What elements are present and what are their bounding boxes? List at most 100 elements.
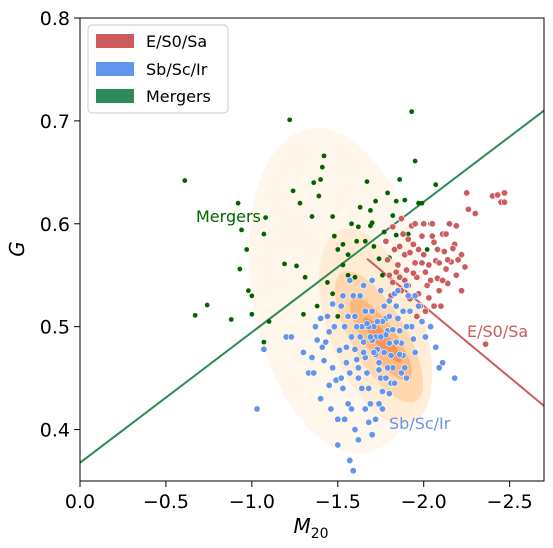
point-mergers-43 <box>385 190 391 196</box>
point-sb-sc-ir-31 <box>356 292 364 300</box>
y-tick-label-0: 0.4 <box>40 420 70 442</box>
point-sb-sc-ir-104 <box>348 405 356 413</box>
point-mergers-44 <box>390 213 396 218</box>
point-e-s-sa-47 <box>500 189 508 197</box>
x-tick-label-2: −1.0 <box>229 491 275 513</box>
scatter-points <box>182 109 508 475</box>
x-tick-label-3: −1.5 <box>315 491 361 513</box>
point-sb-sc-ir-108 <box>327 405 335 413</box>
point-sb-sc-ir-105 <box>351 426 359 434</box>
point-mergers-16 <box>287 117 293 123</box>
point-sb-sc-ir-129 <box>390 379 398 387</box>
point-e-s-sa-38 <box>458 287 466 295</box>
point-e-s-sa-69 <box>420 220 428 228</box>
point-mergers-12 <box>263 215 268 221</box>
point-e-s-sa-59 <box>409 269 417 277</box>
point-e-s-sa-7 <box>399 230 407 238</box>
point-sb-sc-ir-88 <box>366 333 374 341</box>
point-e-s-sa-55 <box>442 230 450 238</box>
point-mergers-6 <box>239 227 244 233</box>
point-sb-sc-ir-33 <box>360 338 368 346</box>
point-mergers-49 <box>412 158 418 164</box>
point-e-s-sa-49 <box>389 223 397 231</box>
point-sb-sc-ir-14 <box>325 381 333 389</box>
point-e-s-sa-4 <box>394 261 402 269</box>
point-e-s-sa-24 <box>430 238 438 246</box>
x-axis-label-main: M <box>293 514 310 538</box>
point-e-s-sa-48 <box>500 198 508 206</box>
point-sb-sc-ir-27 <box>349 467 357 475</box>
point-sb-sc-ir-9 <box>317 395 325 403</box>
point-sb-sc-ir-35 <box>363 369 371 377</box>
point-sb-sc-ir-7 <box>313 336 321 344</box>
point-e-s-sa-2 <box>389 278 397 286</box>
point-sb-sc-ir-128 <box>385 390 393 398</box>
point-sb-sc-ir-69 <box>435 364 443 372</box>
point-e-s-sa-75 <box>411 220 419 228</box>
point-e-s-sa-57 <box>392 268 400 276</box>
point-mergers-66 <box>393 198 399 204</box>
point-sb-sc-ir-90 <box>373 318 381 326</box>
point-sb-sc-ir-59 <box>404 292 412 300</box>
point-e-s-sa-52 <box>415 246 423 254</box>
point-sb-sc-ir-123 <box>308 354 316 362</box>
point-mergers-39 <box>376 256 382 262</box>
legend-label-early: E/S0/Sa <box>146 32 207 51</box>
point-sb-sc-ir-85 <box>356 333 364 341</box>
region-label-late: Sb/Sc/Ir <box>389 414 451 433</box>
point-mergers-26 <box>294 263 299 269</box>
point-mergers-9 <box>249 293 255 299</box>
point-sb-sc-ir-36 <box>365 384 373 392</box>
point-mergers-54 <box>381 229 387 235</box>
point-sb-sc-ir-113 <box>344 312 352 320</box>
point-mergers-41 <box>364 179 370 184</box>
point-sb-sc-ir-117 <box>377 287 385 295</box>
point-mergers-24 <box>321 153 327 159</box>
point-sb-sc-ir-66 <box>421 333 429 341</box>
legend: E/S0/Sa Sb/Sc/Ir Mergers <box>87 24 229 114</box>
point-mergers-30 <box>335 247 341 252</box>
point-e-s-sa-3 <box>390 246 398 254</box>
point-mergers-36 <box>368 208 373 213</box>
point-sb-sc-ir-72 <box>361 307 369 315</box>
point-mergers-18 <box>297 200 303 206</box>
y-axis-label: G <box>5 241 29 257</box>
point-sb-sc-ir-121 <box>411 292 419 300</box>
point-sb-sc-ir-86 <box>360 348 368 356</box>
early-late-dividing-line <box>366 257 544 407</box>
point-mergers-63 <box>368 223 373 229</box>
point-sb-sc-ir-38 <box>368 307 376 315</box>
point-e-s-sa-36 <box>452 271 460 279</box>
point-e-s-sa-32 <box>444 279 452 287</box>
point-sb-sc-ir-92 <box>380 348 388 356</box>
point-e-s-sa-20 <box>421 268 429 276</box>
point-sb-sc-ir-4 <box>299 348 307 356</box>
point-sb-sc-ir-21 <box>339 384 347 392</box>
point-sb-sc-ir-23 <box>342 359 350 367</box>
point-sb-sc-ir-100 <box>365 418 373 426</box>
point-mergers-56 <box>345 272 351 278</box>
point-sb-sc-ir-54 <box>396 327 404 335</box>
point-sb-sc-ir-48 <box>385 339 393 347</box>
point-sb-sc-ir-15 <box>329 300 337 308</box>
point-e-s-sa-74 <box>452 222 460 230</box>
point-e-s-sa-70 <box>439 276 447 284</box>
point-e-s-sa-54 <box>433 246 441 254</box>
point-mergers-60 <box>335 313 341 319</box>
point-sb-sc-ir-111 <box>342 343 350 351</box>
point-e-s-sa-41 <box>464 205 472 213</box>
legend-label-late: Sb/Sc/Ir <box>146 60 208 79</box>
point-mergers-23 <box>319 164 325 170</box>
point-e-s-sa-28 <box>437 302 445 310</box>
point-sb-sc-ir-44 <box>378 387 386 395</box>
point-sb-sc-ir-99 <box>361 405 369 413</box>
point-e-s-sa-73 <box>458 251 466 259</box>
point-e-s-sa-13 <box>409 240 417 248</box>
point-sb-sc-ir-118 <box>385 297 393 305</box>
point-e-s-sa-22 <box>425 294 433 302</box>
point-mergers-68 <box>405 231 411 237</box>
point-sb-sc-ir-24 <box>344 400 352 408</box>
point-e-s-sa-33 <box>445 220 453 228</box>
point-mergers-21 <box>316 193 322 199</box>
